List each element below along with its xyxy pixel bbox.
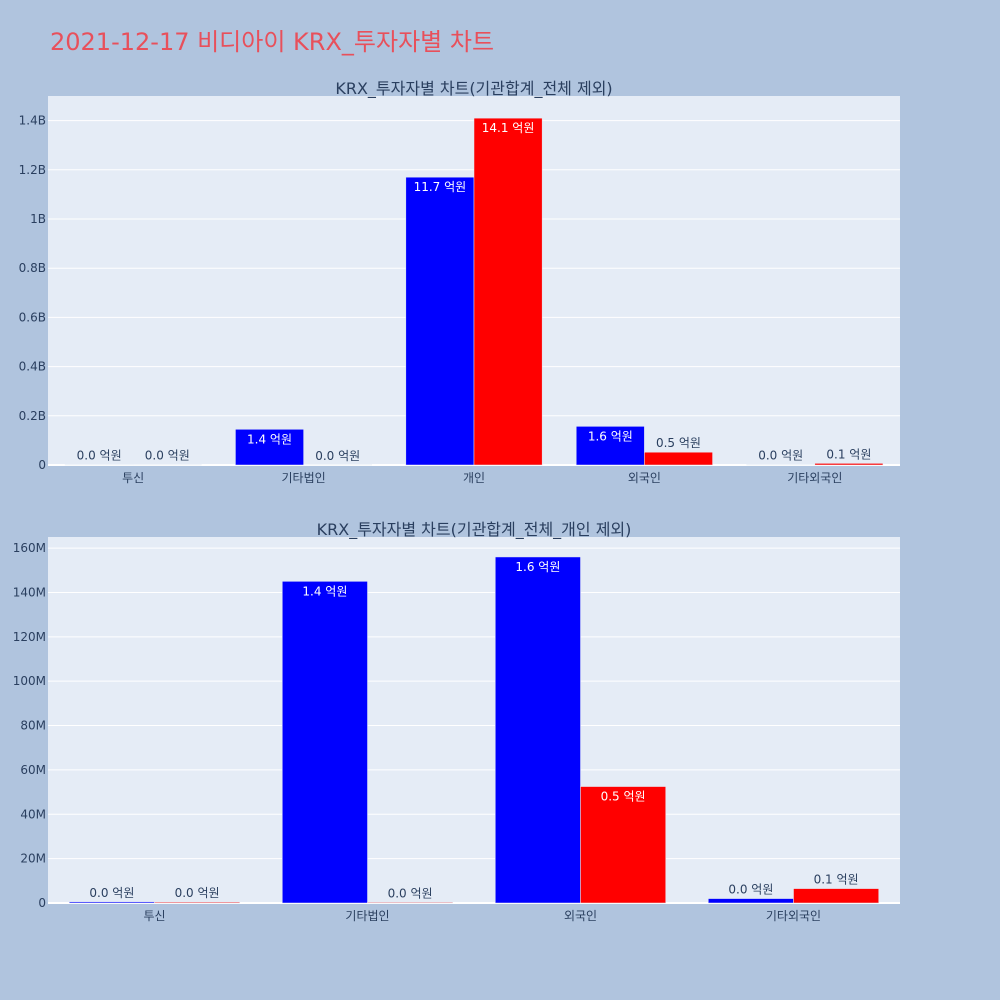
page-title: 2021-12-17 비디아이 KRX_투자자별 차트: [50, 28, 495, 56]
y-tick-label: 0.8B: [19, 261, 46, 275]
y-tick-label: 100M: [13, 674, 46, 688]
bar-series2-3: [580, 786, 666, 904]
bar-series2-4: [644, 451, 713, 466]
y-tick-label: 0: [38, 896, 46, 910]
y-tick-label: 140M: [13, 585, 46, 599]
bar-series2-5: [814, 463, 884, 466]
x-tick-label: 외국인: [564, 909, 597, 923]
bar-label: 14.1 억원: [482, 121, 535, 135]
y-tick-label: 0.4B: [19, 360, 46, 374]
chart-title: KRX_투자자별 차트(기관합계_전체_개인 제외): [317, 520, 632, 540]
bar-label: 0.0 억원: [175, 886, 220, 900]
y-tick-label: 120M: [13, 630, 46, 644]
bar-label: 0.0 억원: [77, 449, 122, 463]
y-tick-label: 1.4B: [19, 114, 46, 128]
x-tick-label: 개인: [463, 471, 485, 485]
bar-series2-3: [473, 117, 543, 466]
x-tick-label: 투신: [122, 471, 144, 485]
bar-series1-2: [235, 429, 304, 466]
y-tick-label: 0.6B: [19, 310, 46, 324]
y-tick-label: 60M: [20, 763, 46, 777]
y-tick-label: 20M: [20, 852, 46, 866]
bar-series1-4: [575, 426, 645, 466]
bar-label: 1.6 억원: [515, 560, 560, 574]
bar-label: 0.0 억원: [89, 886, 134, 900]
x-tick-label: 기타법인: [282, 471, 326, 485]
bar-label: 0.0 억원: [315, 449, 360, 463]
bar-series2-1: [154, 901, 240, 904]
bar-label: 0.0 억원: [728, 883, 773, 897]
bar-label: 1.4 억원: [247, 432, 292, 446]
plot-area: [48, 537, 900, 903]
bar-label: 0.0 억원: [758, 449, 803, 463]
y-tick-label: 40M: [20, 807, 46, 821]
bar-label: 1.6 억원: [588, 429, 633, 443]
bar-label: 0.0 억원: [145, 449, 190, 463]
bar-series2-2: [367, 902, 453, 904]
y-tick-label: 1B: [30, 212, 46, 226]
bar-label: 0.1 억원: [826, 447, 871, 461]
bar-label: 0.0 억원: [388, 886, 433, 900]
y-tick-label: 1.2B: [19, 163, 46, 177]
chart-2: KRX_투자자별 차트(기관합계_전체_개인 제외) 0 20M 40M 60M 80M 1…: [13, 520, 900, 923]
bar-series2-4: [793, 888, 879, 904]
bar-series1-2: [282, 581, 368, 904]
bar-series1-3: [405, 176, 475, 466]
x-tick-label: 기타외국인: [787, 471, 842, 485]
bar-label: 0.5 억원: [656, 436, 701, 450]
bar-series1-3: [495, 556, 581, 904]
chart-title: KRX_투자자별 차트(기관합계_전체 제외): [335, 79, 612, 99]
x-tick-label: 기타법인: [345, 909, 389, 923]
bar-label: 0.1 억원: [814, 873, 859, 887]
x-tick-label: 외국인: [628, 471, 661, 485]
y-tick-label: 0: [38, 458, 46, 472]
y-tick-label: 160M: [13, 541, 46, 555]
y-tick-label: 80M: [20, 719, 46, 733]
bar-series1-1: [69, 901, 155, 904]
y-tick-label: 0.2B: [19, 409, 46, 423]
x-tick-label: 기타외국인: [766, 909, 821, 923]
x-tick-label: 투신: [143, 909, 165, 923]
bar-label: 0.5 억원: [601, 790, 646, 804]
bar-series1-4: [708, 898, 794, 904]
bar-label: 1.4 억원: [302, 584, 347, 598]
bar-label: 11.7 억원: [414, 180, 467, 194]
chart-1: KRX_투자자별 차트(기관합계_전체 제외) 0 0.2B 0.4B 0.6B 0.8B…: [19, 79, 900, 485]
